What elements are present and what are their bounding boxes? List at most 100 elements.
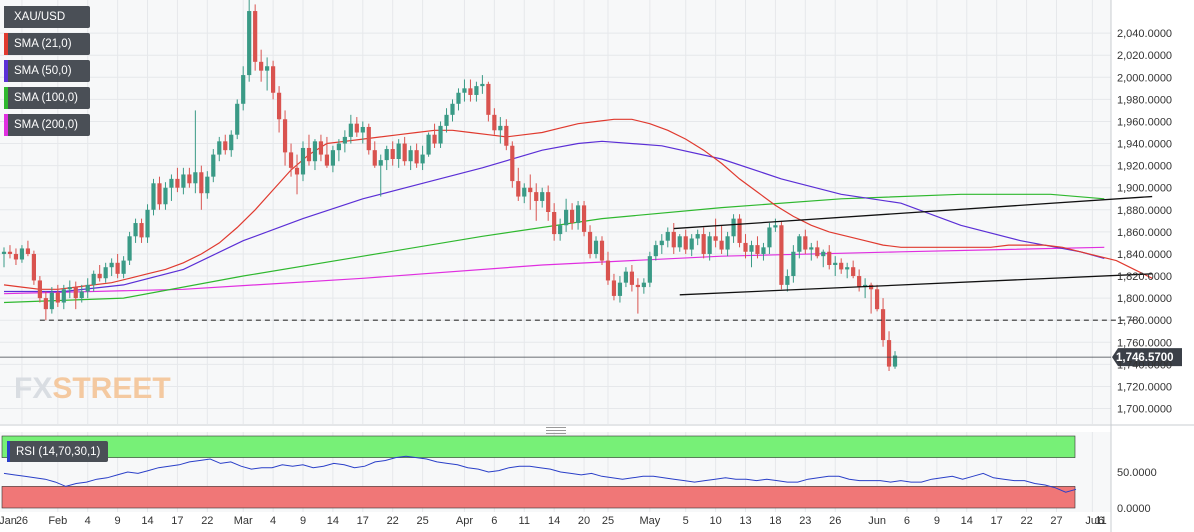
candle — [193, 110, 198, 194]
candle — [803, 229, 808, 254]
candle-body — [31, 253, 36, 281]
candle-body — [7, 251, 13, 254]
candle-body — [617, 282, 623, 296]
candle — [235, 99, 240, 140]
candle-body — [247, 11, 252, 76]
candle-body — [647, 256, 652, 283]
candle — [438, 121, 443, 148]
candle-body — [833, 262, 838, 265]
candle-body — [845, 267, 850, 270]
time-tick-label: 23 — [799, 515, 811, 527]
candle-body — [480, 83, 485, 87]
legend-item-sma50[interactable]: SMA (50,0) — [4, 60, 90, 82]
candle-body — [689, 238, 694, 250]
rsi-label-badge[interactable]: RSI (14,70,30,1) — [7, 441, 109, 462]
legend-item-sma200[interactable]: SMA (200,0) — [4, 114, 90, 136]
candle-body — [384, 149, 389, 161]
time-tick-label: 11 — [1095, 515, 1106, 527]
candle — [432, 123, 437, 148]
candle-body — [55, 292, 60, 303]
candle — [247, 0, 252, 82]
candle-body — [103, 267, 108, 279]
candle — [528, 174, 533, 210]
candle-body — [707, 236, 712, 254]
candle-body — [522, 187, 527, 197]
candle-body — [282, 119, 288, 153]
candle-body — [779, 225, 784, 285]
rsi-line — [3, 455, 1077, 493]
candle — [815, 240, 820, 259]
time-tick-label: 27 — [1050, 515, 1062, 527]
symbol-badge[interactable]: XAU/USD — [4, 6, 90, 28]
time-tick-label: Jan — [0, 515, 17, 527]
candle — [689, 234, 694, 257]
candle — [288, 143, 294, 177]
price-tick-label: 1,920.0000 — [1117, 161, 1172, 173]
candle-body — [886, 340, 892, 367]
candle-body — [294, 167, 300, 175]
candle-body — [803, 236, 808, 250]
candle-body — [534, 192, 539, 201]
candle — [265, 57, 270, 91]
sma100-line — [3, 193, 1105, 304]
time-tick-label: 18 — [769, 515, 781, 527]
candle — [223, 134, 228, 155]
candle-body — [599, 240, 605, 261]
candle — [540, 187, 545, 208]
time-tick-label: 4 — [270, 515, 276, 527]
legend-item-sma21[interactable]: SMA (21,0) — [4, 33, 90, 55]
time-tick-label: 14 — [961, 515, 973, 527]
candle-body — [205, 176, 210, 194]
candle-body — [755, 245, 760, 254]
candle-body — [288, 152, 294, 168]
candle — [617, 276, 623, 303]
candle — [599, 236, 605, 265]
rsi-label: RSI (14,70,30,1) — [16, 445, 101, 458]
candle-body — [504, 125, 509, 146]
candle-body — [773, 225, 778, 228]
time-tick-label: 9 — [934, 515, 940, 527]
candle-body — [874, 289, 880, 310]
candle — [61, 284, 66, 310]
indicator-lines — [3, 118, 1153, 493]
candle-body — [516, 181, 521, 197]
candle-body — [175, 178, 180, 188]
time-tick-label: May — [639, 515, 660, 527]
candle-body — [540, 192, 545, 201]
candle-body — [324, 154, 330, 166]
candle — [127, 231, 132, 265]
candle-body — [193, 172, 198, 184]
pane-resize-handle[interactable] — [546, 427, 566, 434]
candle — [611, 273, 617, 301]
candle — [354, 117, 359, 137]
candle-body — [265, 66, 270, 71]
candle — [271, 60, 276, 100]
candle — [133, 218, 138, 243]
legend-item-sma100[interactable]: SMA (100,0) — [4, 87, 90, 109]
candle-body — [462, 88, 467, 93]
candle-body — [157, 183, 162, 205]
candle-body — [737, 218, 742, 243]
candle-body — [665, 231, 670, 241]
time-tick-label: 20 — [578, 515, 590, 527]
time-tick-label: 4 — [85, 515, 91, 527]
candle — [677, 234, 682, 252]
candle-body — [851, 267, 856, 277]
candle-body — [79, 291, 84, 299]
candle — [498, 117, 503, 144]
candle — [13, 248, 19, 265]
candle-body — [892, 355, 898, 367]
candle — [785, 269, 790, 292]
candle-body — [396, 143, 401, 159]
candle-body — [336, 143, 341, 151]
candle — [725, 231, 730, 257]
candle-body — [558, 225, 563, 235]
candle — [19, 245, 25, 263]
candle-body — [432, 134, 437, 144]
candle-body — [426, 134, 431, 155]
candle — [103, 262, 108, 283]
candle — [839, 258, 844, 274]
legend-swatch-sma50 — [4, 60, 8, 82]
candle — [468, 79, 473, 102]
